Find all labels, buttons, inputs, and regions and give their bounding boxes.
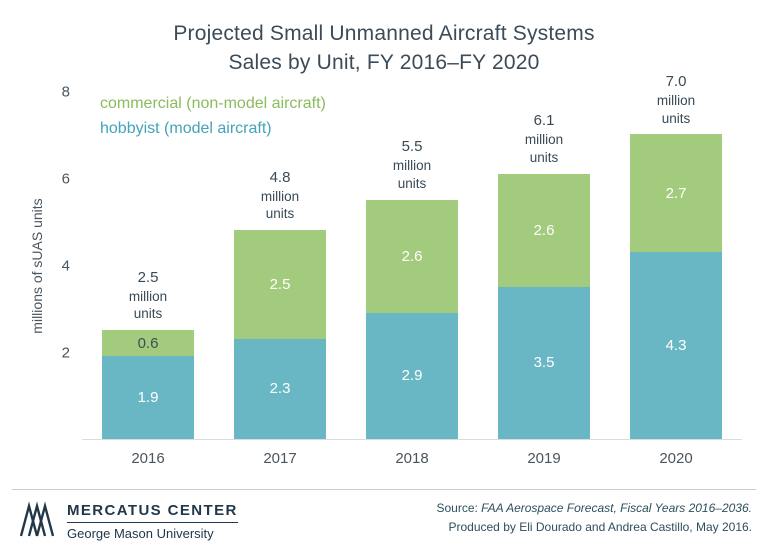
- y-tick-label: 8: [61, 83, 70, 101]
- footer: MERCATUS CENTER George Mason University …: [12, 489, 756, 544]
- stacked-bar: 0.6 1.9: [102, 330, 194, 439]
- bar-total-unit-word: million: [128, 288, 168, 304]
- x-axis-label-2017: 2017: [263, 449, 297, 467]
- source-line1: Source: FAA Aerospace Forecast, Fiscal Y…: [436, 499, 752, 518]
- bar-segment-hobbyist: 4.3: [630, 251, 722, 439]
- plot-area: commercial (non-model aircraft) hobbyist…: [82, 73, 742, 440]
- bar-column-2019: 6.1 million units 2.6 3.5: [498, 92, 590, 439]
- source-prefix: Source:: [436, 501, 482, 515]
- bar-segment-hobbyist: 2.9: [366, 312, 458, 439]
- bar-column-2017: 4.8 million units 2.5 2.3: [234, 92, 326, 439]
- legend: commercial (non-model aircraft) hobbyist…: [100, 92, 326, 142]
- bar-total-label: 7.0 million units: [630, 72, 722, 127]
- bar-total-unit-word: units: [661, 110, 691, 126]
- bar-total-value: 2.5: [137, 268, 159, 286]
- bar-total-label: 2.5 million units: [102, 268, 194, 323]
- source-line2: Produced by Eli Dourado and Andrea Casti…: [448, 519, 752, 534]
- bar-segment-commercial: 0.6: [102, 330, 194, 357]
- brand-lockup: MERCATUS CENTER George Mason University: [12, 499, 238, 544]
- bar-column-2018: 5.5 million units 2.6 2.9: [366, 92, 458, 439]
- bar-segment-hobbyist: 2.3: [234, 338, 326, 439]
- bar-segment-hobbyist: 1.9: [102, 356, 194, 439]
- org-subtitle: George Mason University: [67, 526, 214, 541]
- bar-segment-commercial: 2.6: [366, 199, 458, 313]
- bar-total-label: 6.1 million units: [498, 111, 590, 166]
- x-axis-label-2020: 2020: [659, 449, 693, 467]
- org-name: MERCATUS CENTER: [67, 502, 238, 523]
- stacked-bar: 2.7 4.3: [630, 134, 722, 439]
- bar-total-label: 5.5 million units: [366, 137, 458, 192]
- chart-title-line2: Sales by Unit, FY 2016–FY 2020: [228, 50, 540, 74]
- legend-item-hobbyist: hobbyist (model aircraft): [100, 119, 272, 137]
- bar-total-unit-word: million: [656, 92, 696, 108]
- bar-total-unit-word: units: [265, 206, 295, 222]
- bar-column-2020: 7.0 million units 2.7 4.3: [630, 73, 722, 439]
- stacked-bar: 2.6 3.5: [498, 173, 590, 439]
- y-tick-label: 2: [61, 344, 70, 362]
- stacked-bar: 2.6 2.9: [366, 199, 458, 439]
- bar-total-value: 5.5: [401, 138, 423, 156]
- bar-total-value: 7.0: [665, 73, 687, 91]
- y-axis-ticks: 2 4 6 8: [48, 83, 82, 440]
- legend-item-commercial: commercial (non-model aircraft): [100, 94, 326, 112]
- y-axis-label-cell: millions of sUAS units: [26, 92, 48, 440]
- y-tick-label: 4: [61, 257, 70, 275]
- bar-total-value: 6.1: [533, 112, 555, 130]
- bar-total-label: 4.8 million units: [234, 168, 326, 223]
- source-note: Source: FAA Aerospace Forecast, Fiscal Y…: [436, 499, 756, 536]
- bar-total-unit-word: units: [529, 149, 559, 165]
- bar-total-unit-word: units: [133, 306, 163, 322]
- bar-total-unit-word: units: [397, 175, 427, 191]
- chart-title-line1: Projected Small Unmanned Aircraft System…: [173, 22, 595, 45]
- x-axis-label-2018: 2018: [395, 449, 429, 467]
- chart: millions of sUAS units 2 4 6 8 commercial (…: [26, 73, 742, 474]
- bar-segment-commercial: 2.5: [234, 230, 326, 339]
- x-axis-label-2019: 2019: [527, 449, 561, 467]
- x-axis-label-2016: 2016: [131, 449, 165, 467]
- bar-total-unit-word: million: [260, 188, 300, 204]
- y-tick-label: 6: [61, 170, 70, 188]
- bar-total-unit-word: million: [524, 131, 564, 147]
- stacked-bar: 2.5 2.3: [234, 230, 326, 439]
- bar-segment-commercial: 2.7: [630, 134, 722, 252]
- bar-segment-hobbyist: 3.5: [498, 286, 590, 439]
- bar-column-2016: 2.5 million units 0.6 1.9: [102, 92, 194, 439]
- chart-title: Projected Small Unmanned Aircraft System…: [0, 0, 768, 78]
- mercatus-logo-icon: [18, 499, 58, 544]
- brand-text: MERCATUS CENTER George Mason University: [67, 502, 238, 541]
- bar-segment-commercial: 2.6: [498, 173, 590, 287]
- source-citation: FAA Aerospace Forecast, Fiscal Years 201…: [481, 501, 752, 515]
- bar-total-unit-word: million: [392, 158, 432, 174]
- bar-total-value: 4.8: [269, 168, 291, 186]
- x-axis-labels: 2016 2017 2018 2019 2020: [82, 440, 742, 474]
- y-axis-label: millions of sUAS units: [29, 198, 45, 334]
